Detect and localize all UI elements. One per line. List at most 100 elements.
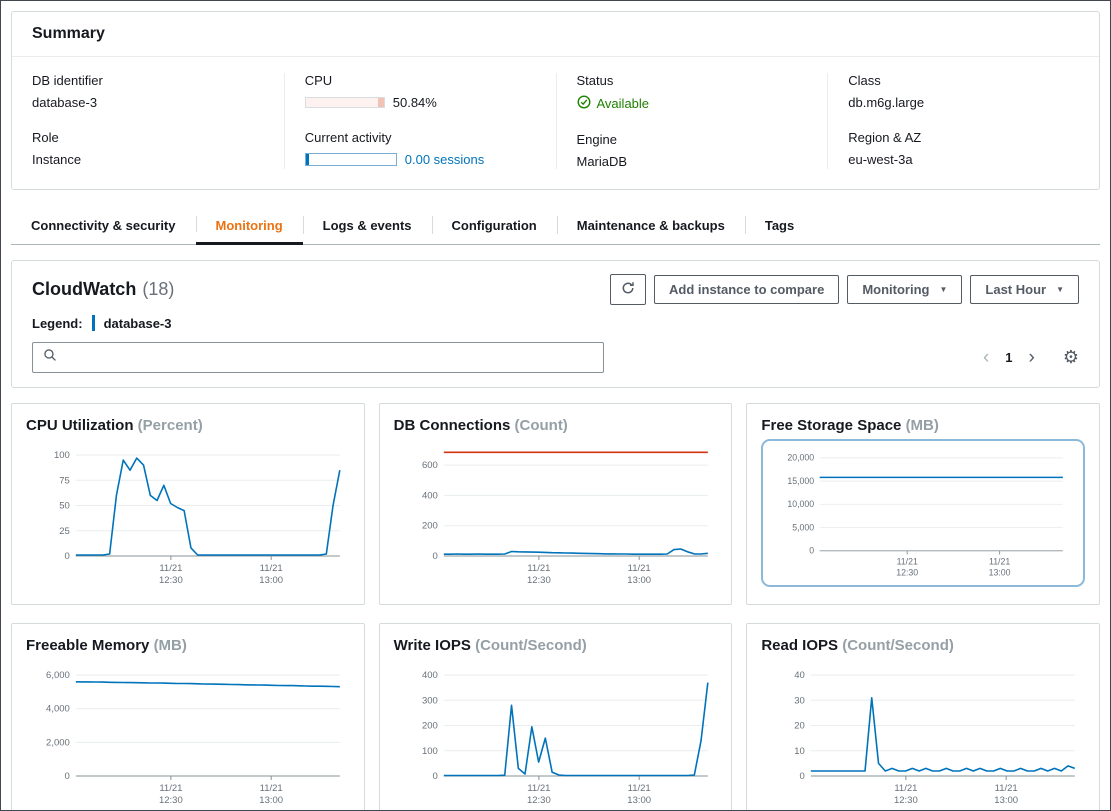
chart-title: CPU Utilization	[26, 417, 134, 434]
svg-text:10,000: 10,000	[788, 499, 815, 509]
svg-text:0: 0	[65, 551, 70, 562]
svg-text:11/21: 11/21	[627, 783, 650, 794]
tab-label: Configuration	[451, 218, 537, 233]
svg-text:11/21: 11/21	[895, 783, 918, 794]
tab-maintenance-backups[interactable]: Maintenance & backups	[556, 206, 745, 244]
caret-down-icon: ▼	[1056, 284, 1064, 294]
time-range-dropdown[interactable]: Last Hour ▼	[970, 275, 1079, 304]
region-az-value: eu-west-3a	[848, 152, 913, 167]
class-label: Class	[848, 73, 881, 88]
chart-title: Free Storage Space	[761, 417, 902, 434]
status-label: Status	[576, 73, 614, 88]
tab-tags[interactable]: Tags	[744, 206, 814, 244]
svg-text:13:00: 13:00	[259, 575, 283, 586]
svg-text:11/21: 11/21	[897, 557, 918, 567]
tab-label: Connectivity & security	[31, 218, 176, 233]
db-identifier-value: database-3	[32, 95, 98, 110]
chart-unit: (Count/Second)	[842, 637, 954, 654]
tab-logs-events[interactable]: Logs & events	[302, 206, 432, 244]
tab-label: Monitoring	[215, 218, 283, 233]
search-icon	[43, 348, 57, 367]
svg-text:600: 600	[422, 460, 438, 471]
legend-instance-name: database-3	[103, 315, 172, 331]
cloudwatch-count: (18)	[142, 279, 175, 299]
time-range-label: Last Hour	[985, 282, 1047, 297]
chart-unit: (Count)	[514, 417, 568, 434]
svg-text:12:30: 12:30	[897, 568, 919, 578]
chart-card-freeable-memory[interactable]: Freeable Memory (MB) 0 2,000 4,000 6,000 11/…	[11, 623, 365, 810]
svg-text:400: 400	[422, 670, 438, 681]
caret-down-icon: ▼	[939, 284, 948, 294]
svg-text:13:00: 13:00	[627, 795, 651, 806]
page-number[interactable]: 1	[1005, 350, 1013, 365]
cloudwatch-panel: CloudWatch (18) Add instance to compare …	[11, 260, 1100, 388]
monitoring-dropdown[interactable]: Monitoring ▼	[847, 275, 963, 304]
monitoring-dropdown-label: Monitoring	[862, 282, 930, 297]
chart-unit: (Count/Second)	[475, 637, 587, 654]
engine-value: MariaDB	[576, 154, 628, 169]
svg-text:40: 40	[795, 670, 806, 681]
free-storage-space-chart: 0 5,000 10,000 15,000 20,000 11/21 12:30 11/21 1…	[767, 444, 1079, 584]
chart-title: Read IOPS	[761, 637, 839, 654]
field-status: Status Available	[577, 73, 808, 112]
sessions-link[interactable]: 0.00 sessions	[404, 152, 485, 167]
legend-color-chip	[91, 315, 95, 331]
search-box[interactable]	[32, 342, 604, 373]
svg-text:10: 10	[795, 746, 806, 757]
chart-card-cpu-utilization[interactable]: CPU Utilization (Percent) 0 25 50 75 100 11/2…	[11, 403, 365, 605]
svg-text:13:00: 13:00	[995, 795, 1019, 806]
svg-text:13:00: 13:00	[627, 575, 651, 586]
summary-col-2: CPU 50.84% Current activity 0.00 session…	[283, 73, 556, 169]
db-connections-chart: 0 200 400 600 11/21 12:30 11/21 13:00	[394, 440, 718, 592]
svg-text:300: 300	[422, 695, 438, 706]
freeable-memory-chart: 0 2,000 4,000 6,000 11/21 12:30 11/21 13:00	[26, 660, 350, 810]
svg-text:30: 30	[795, 695, 806, 706]
cpu-label: CPU	[304, 73, 333, 88]
chart-title: Write IOPS	[393, 637, 471, 654]
svg-text:0: 0	[432, 551, 437, 562]
summary-col-1: DB identifier database-3 Role Instance	[12, 73, 284, 169]
chart-card-read-iops[interactable]: Read IOPS (Count/Second) 0 10 20 30 40 11/21 1…	[746, 623, 1100, 810]
region-az-label: Region & AZ	[848, 130, 922, 145]
add-instance-to-compare-button[interactable]: Add instance to compare	[654, 275, 840, 304]
svg-text:20,000: 20,000	[788, 453, 815, 463]
svg-text:11/21: 11/21	[989, 557, 1010, 567]
svg-text:12:30: 12:30	[159, 575, 183, 586]
cpu-value: 50.84%	[392, 95, 437, 110]
charts-grid: CPU Utilization (Percent) 0 25 50 75 100 11/2…	[11, 403, 1100, 810]
activity-meter	[304, 153, 397, 166]
svg-text:20: 20	[795, 721, 806, 732]
chart-title: DB Connections	[393, 417, 511, 434]
role-value: Instance	[32, 152, 82, 167]
chart-card-db-connections[interactable]: DB Connections (Count) 0 200 400 600 11/21 12…	[378, 403, 733, 605]
write-iops-chart: 0 100 200 300 400 11/21 12:30 11/21 13:00	[394, 660, 718, 810]
svg-text:5,000: 5,000	[793, 522, 815, 532]
role-label: Role	[32, 130, 59, 145]
tab-configuration[interactable]: Configuration	[431, 206, 557, 244]
engine-label: Engine	[576, 132, 617, 147]
svg-text:200: 200	[422, 521, 438, 532]
legend: Legend: database-3	[32, 315, 1079, 331]
svg-text:12:30: 12:30	[527, 575, 551, 586]
tab-monitoring[interactable]: Monitoring	[195, 206, 303, 245]
svg-text:13:00: 13:00	[989, 568, 1011, 578]
tab-connectivity-security[interactable]: Connectivity & security	[11, 206, 196, 244]
add-instance-label: Add instance to compare	[669, 282, 825, 297]
cpu-meter	[304, 97, 385, 108]
svg-text:11/21: 11/21	[527, 783, 550, 794]
chevron-right-icon[interactable]: ›	[1028, 347, 1035, 368]
chart-unit: (MB)	[153, 637, 187, 654]
field-class: Class db.m6g.large	[848, 73, 1079, 110]
refresh-button[interactable]	[610, 274, 647, 305]
search-input[interactable]	[65, 349, 593, 366]
svg-text:11/21: 11/21	[260, 563, 283, 574]
gear-icon[interactable]: ⚙	[1062, 347, 1079, 367]
chevron-left-icon[interactable]: ‹	[982, 347, 990, 368]
chart-card-write-iops[interactable]: Write IOPS (Count/Second) 0 100 200 300 400 1…	[378, 623, 733, 810]
svg-text:4,000: 4,000	[46, 704, 70, 715]
chart-card-free-storage-space[interactable]: Free Storage Space (MB) 0 5,000 10,000 15,0…	[746, 403, 1100, 605]
db-identifier-label: DB identifier	[32, 73, 103, 88]
svg-text:12:30: 12:30	[894, 795, 918, 806]
chart-unit: (MB)	[905, 417, 939, 434]
